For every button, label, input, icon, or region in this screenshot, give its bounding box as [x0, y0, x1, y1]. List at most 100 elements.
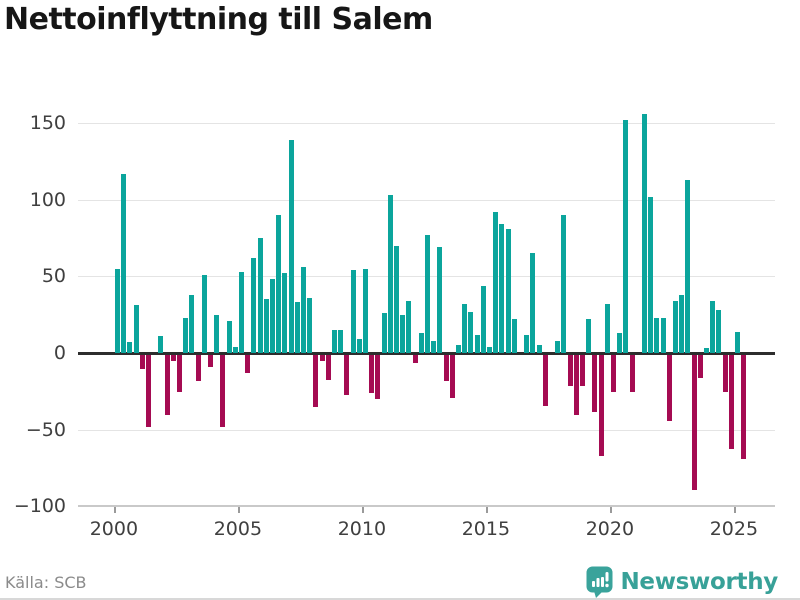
gridline — [78, 199, 775, 201]
bar — [735, 331, 740, 353]
bar — [592, 355, 598, 412]
bar — [270, 279, 275, 353]
bar — [505, 228, 511, 353]
bar — [499, 224, 505, 353]
bar — [437, 247, 443, 353]
bar — [332, 330, 337, 353]
bar — [629, 355, 635, 392]
bar — [412, 355, 418, 363]
bar — [456, 345, 461, 353]
bar — [183, 317, 189, 353]
bar — [604, 303, 610, 353]
bar — [257, 238, 263, 353]
x-axis-tick — [733, 507, 736, 514]
bar — [567, 355, 573, 386]
bar — [356, 339, 362, 353]
bar — [586, 319, 592, 353]
bar — [710, 300, 716, 353]
bar — [431, 340, 437, 353]
bar — [716, 310, 722, 353]
bar — [164, 355, 170, 415]
x-axis-tick-label: 2020 — [585, 518, 635, 541]
bar — [276, 215, 282, 353]
newsworthy-brand: Newsworthy — [586, 566, 778, 598]
bar — [189, 294, 195, 353]
bar — [524, 334, 530, 353]
bar — [282, 273, 288, 353]
bar — [704, 348, 709, 353]
bar — [697, 355, 703, 378]
bar — [220, 355, 226, 428]
bar — [673, 300, 678, 353]
bottom-edge-strip — [0, 598, 800, 600]
bar — [666, 355, 672, 421]
bar — [406, 300, 412, 353]
y-axis-tick-label: 150 — [29, 112, 66, 134]
bar — [387, 195, 393, 353]
bar — [741, 355, 747, 460]
bar — [195, 355, 201, 382]
bar — [660, 317, 666, 353]
bar — [598, 355, 604, 457]
bar — [691, 355, 697, 490]
x-axis-tick-label: 2015 — [461, 518, 511, 541]
x-axis-tick — [237, 507, 240, 514]
bar — [338, 330, 344, 353]
bar — [418, 333, 424, 353]
bar — [654, 317, 660, 353]
bar — [443, 355, 449, 382]
bar — [530, 253, 536, 353]
bar — [449, 355, 455, 398]
x-axis-baseline — [78, 505, 775, 508]
bar — [201, 274, 207, 353]
bar — [623, 119, 629, 353]
y-axis-tick-label: 0 — [53, 342, 66, 364]
bar — [480, 285, 486, 353]
bar — [511, 319, 517, 353]
bar — [375, 355, 381, 400]
bar — [728, 355, 734, 449]
bar — [350, 270, 356, 353]
gridline — [78, 123, 775, 124]
bar — [468, 311, 474, 353]
bar — [226, 320, 232, 353]
bar — [214, 314, 220, 353]
bar — [394, 245, 399, 353]
bar — [493, 211, 499, 353]
y-axis-tick-label: −50 — [25, 418, 66, 441]
bar — [580, 355, 585, 386]
bar — [685, 179, 691, 353]
bar — [474, 334, 480, 353]
bar — [679, 294, 685, 353]
bar — [642, 113, 647, 353]
bar — [617, 333, 623, 353]
bar — [555, 340, 561, 353]
bar — [344, 355, 350, 395]
y-axis-tick-label: 100 — [29, 188, 66, 211]
bar — [288, 139, 294, 353]
bar — [245, 355, 251, 374]
bar — [263, 299, 269, 353]
bar — [146, 355, 151, 428]
bar — [462, 303, 468, 353]
bar — [313, 355, 319, 408]
bar — [133, 305, 139, 353]
x-axis-tick — [485, 507, 488, 514]
bar — [542, 355, 548, 406]
bar — [307, 297, 313, 353]
y-axis-tick-label: 50 — [41, 265, 66, 288]
x-axis-tick-label: 2010 — [337, 518, 387, 541]
x-axis-tick-label: 2025 — [709, 518, 759, 541]
chart-title: Nettoinflyttning till Salem — [4, 2, 433, 37]
bar — [573, 355, 579, 415]
bar — [363, 268, 368, 353]
bar — [381, 313, 387, 353]
source-label: Källa: SCB — [5, 573, 87, 592]
bar — [400, 314, 406, 353]
bar — [158, 336, 164, 353]
bar — [121, 173, 127, 353]
bar — [232, 346, 238, 353]
x-axis-tick — [361, 507, 364, 514]
bar — [561, 215, 567, 353]
